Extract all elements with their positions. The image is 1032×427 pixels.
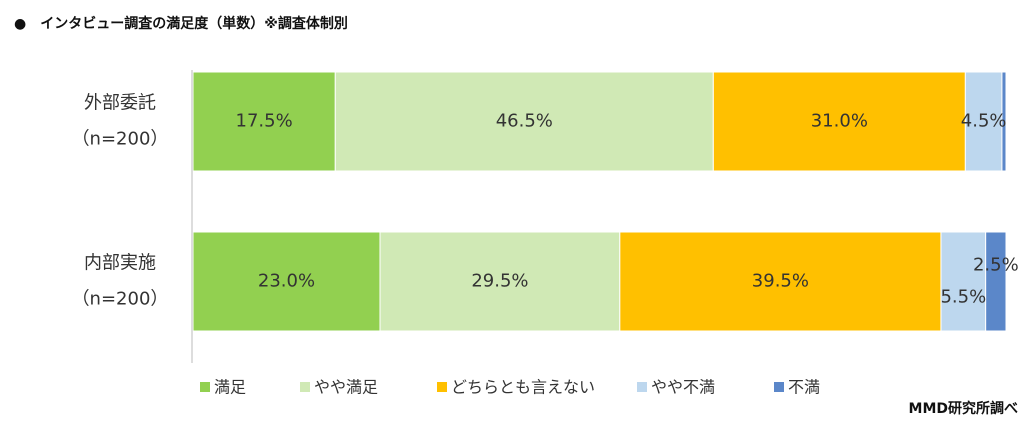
value-label: 5.5% xyxy=(940,287,986,308)
legend-label: どちらとも言えない xyxy=(451,378,595,397)
legend-swatch xyxy=(774,382,784,392)
legend-swatch xyxy=(437,382,447,392)
legend-swatch xyxy=(200,382,210,392)
source: MMD研究所調べ xyxy=(909,400,1018,417)
value-label: 39.5% xyxy=(752,271,809,292)
value-label: 4.5% xyxy=(961,111,1007,132)
category-label: 内部実施 xyxy=(84,253,156,274)
value-label: 2.5% xyxy=(973,255,1019,276)
bar-segment xyxy=(334,71,714,172)
bar-segment xyxy=(192,71,336,172)
category-note: （n=200） xyxy=(72,129,169,150)
legend-label: やや満足 xyxy=(314,378,378,397)
legend-label: やや不満 xyxy=(651,378,715,397)
legend-swatch xyxy=(637,382,647,392)
value-label: 29.5% xyxy=(471,271,528,292)
legend-label: 不満 xyxy=(788,378,820,397)
value-label: 23.0% xyxy=(258,271,315,292)
bar-segment xyxy=(619,231,942,332)
value-label: 31.0% xyxy=(811,111,868,132)
legend-label: 満足 xyxy=(214,378,246,397)
bar-segment xyxy=(712,71,966,172)
bar-segment xyxy=(192,231,381,332)
value-label: 46.5% xyxy=(496,111,553,132)
chart-title: ● インタビュー調査の満足度（単数）※調査体制別 xyxy=(14,15,348,32)
legend-swatch xyxy=(300,382,310,392)
bar-segment xyxy=(1001,71,1007,172)
value-label: 17.5% xyxy=(236,111,293,132)
category-note: （n=200） xyxy=(72,289,169,310)
category-label: 外部委託 xyxy=(84,93,156,114)
bar-segment xyxy=(985,231,1007,332)
bar-segment xyxy=(379,231,621,332)
bar-segment xyxy=(940,231,987,332)
